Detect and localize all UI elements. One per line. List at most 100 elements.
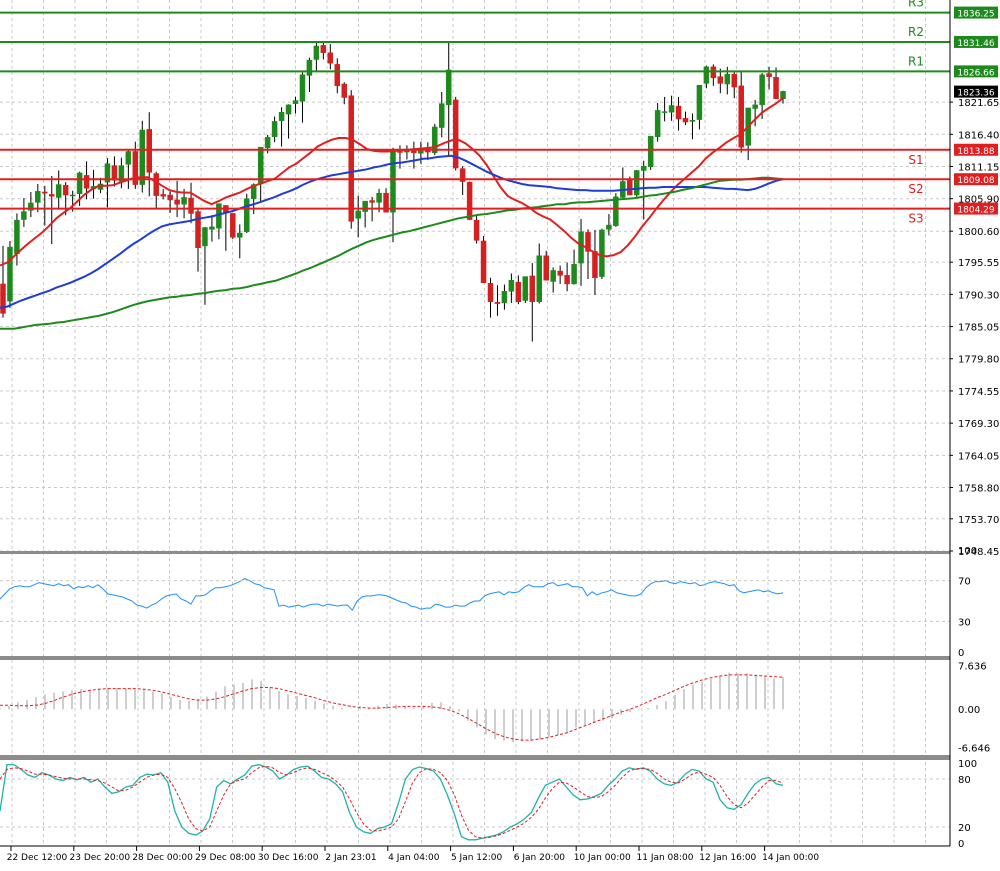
- level-price-tag-s1: [954, 143, 998, 156]
- stochastic-axis-label: 0: [958, 839, 964, 850]
- macd-axis-label: 7.636: [958, 662, 987, 673]
- current-price-tag: [954, 85, 998, 98]
- stochastic-d-line: [0, 765, 784, 839]
- candle-bullish: [536, 255, 542, 302]
- price-axis-label: 1758.80: [958, 484, 999, 495]
- candle-bearish: [397, 151, 403, 153]
- candle-bearish: [188, 197, 194, 214]
- time-axis-label: 12 Jan 16:00: [699, 853, 756, 863]
- level-label-s1: S1: [908, 153, 923, 167]
- candle-bearish: [83, 175, 90, 189]
- candle-bullish: [578, 231, 584, 264]
- price-axis-label: 1748.45: [958, 547, 999, 558]
- candle-bullish: [362, 200, 368, 212]
- candle-bearish: [592, 251, 598, 279]
- candle-bearish: [111, 165, 118, 181]
- level-label-s3: S3: [908, 212, 923, 226]
- candle-bullish: [139, 129, 146, 185]
- candle-bullish: [285, 104, 292, 115]
- macd-signal-line: [0, 674, 784, 741]
- candle-bearish: [627, 180, 633, 196]
- candle-bullish: [640, 165, 647, 171]
- price-axis-label: 1795.55: [958, 258, 999, 269]
- candle-bullish: [647, 135, 654, 168]
- candle-bullish: [703, 66, 710, 84]
- candle-bullish: [689, 119, 696, 122]
- candle-bullish: [28, 202, 34, 211]
- candle-bullish: [55, 184, 62, 198]
- candle-bearish: [327, 52, 334, 64]
- candle-bullish: [264, 137, 271, 149]
- candle-bearish: [773, 77, 779, 99]
- time-axis-label: 11 Jan 08:00: [637, 853, 694, 863]
- stochastic-axis-label: 100: [958, 759, 977, 770]
- price-axis-label: 1779.80: [958, 355, 999, 366]
- candle-bearish: [717, 76, 724, 84]
- candle-bullish: [278, 111, 285, 122]
- candle-bearish: [682, 118, 689, 123]
- panel-separator: [0, 656, 950, 660]
- price-axis-label: 1785.05: [958, 323, 999, 334]
- candle-bullish: [696, 84, 703, 120]
- candle-bearish: [487, 283, 494, 302]
- panel-separator: [0, 755, 950, 760]
- price-axis-label: 1774.55: [958, 387, 999, 398]
- candle-bullish: [69, 194, 76, 197]
- candle-bearish: [132, 151, 139, 185]
- rsi-axis-label: 100: [958, 546, 977, 557]
- candle-bullish: [571, 264, 577, 285]
- candle-bullish: [599, 229, 605, 277]
- candle-bullish: [237, 232, 243, 238]
- price-axis-label: 1805.90: [958, 195, 999, 206]
- candle-bearish: [543, 255, 549, 281]
- rsi-axis-label: 70: [958, 577, 971, 588]
- level-price-label-s1: 1813.88: [957, 147, 994, 157]
- time-axis-label: 28 Dec 00:00: [132, 853, 193, 863]
- candle-bearish: [195, 211, 201, 249]
- time-axis-label: 5 Jan 12:00: [451, 853, 503, 863]
- candle-bearish: [153, 173, 159, 196]
- candle-bearish: [766, 73, 772, 77]
- candle-bullish: [439, 103, 445, 128]
- stochastic-axis-label: 20: [958, 823, 971, 834]
- candle-bearish: [334, 64, 341, 87]
- price-axis-label: 1769.30: [958, 419, 999, 430]
- rsi-axis-label: 30: [958, 617, 971, 628]
- candle-bullish: [752, 104, 758, 109]
- candle-bearish: [383, 192, 389, 213]
- current-price-label: 1823.36: [957, 89, 994, 99]
- time-axis-label: 2 Jan 23:01: [325, 853, 376, 863]
- level-price-tag-r2: [954, 35, 998, 48]
- level-price-tag-r3: [954, 6, 998, 19]
- candle-bearish: [146, 129, 152, 173]
- level-label-r3: R3: [908, 0, 924, 10]
- price-axis-label: 1753.70: [958, 515, 999, 526]
- price-axis-label: 1811.15: [958, 162, 999, 173]
- macd-axis-label: -6.646: [958, 743, 990, 754]
- candle-bullish: [432, 126, 438, 153]
- candle-bearish: [369, 200, 375, 203]
- candle-bullish: [271, 121, 278, 138]
- candle-bullish: [104, 163, 111, 183]
- candle-bearish: [62, 184, 69, 196]
- candle-bullish: [306, 59, 313, 76]
- level-label-r1: R1: [908, 54, 924, 68]
- candle-bearish: [320, 45, 327, 53]
- candle-bearish: [452, 99, 459, 169]
- level-price-tag-r1: [954, 65, 998, 78]
- time-axis-label: 14 Jan 00:00: [762, 853, 819, 863]
- candle-bearish: [466, 181, 473, 220]
- candle-bullish: [181, 197, 187, 205]
- price-axis-label: 1764.05: [958, 451, 999, 462]
- stochastic-axis-label: 80: [958, 775, 971, 786]
- candle-bullish: [21, 211, 27, 220]
- candle-bearish: [160, 194, 166, 197]
- candle-bullish: [606, 224, 612, 230]
- candle-bearish: [42, 191, 48, 194]
- price-axis-label: 1816.40: [958, 130, 999, 141]
- candle-bullish: [501, 291, 508, 304]
- time-axis-label: 30 Dec 16:00: [258, 853, 319, 863]
- rsi-axis-label: 0: [958, 648, 964, 659]
